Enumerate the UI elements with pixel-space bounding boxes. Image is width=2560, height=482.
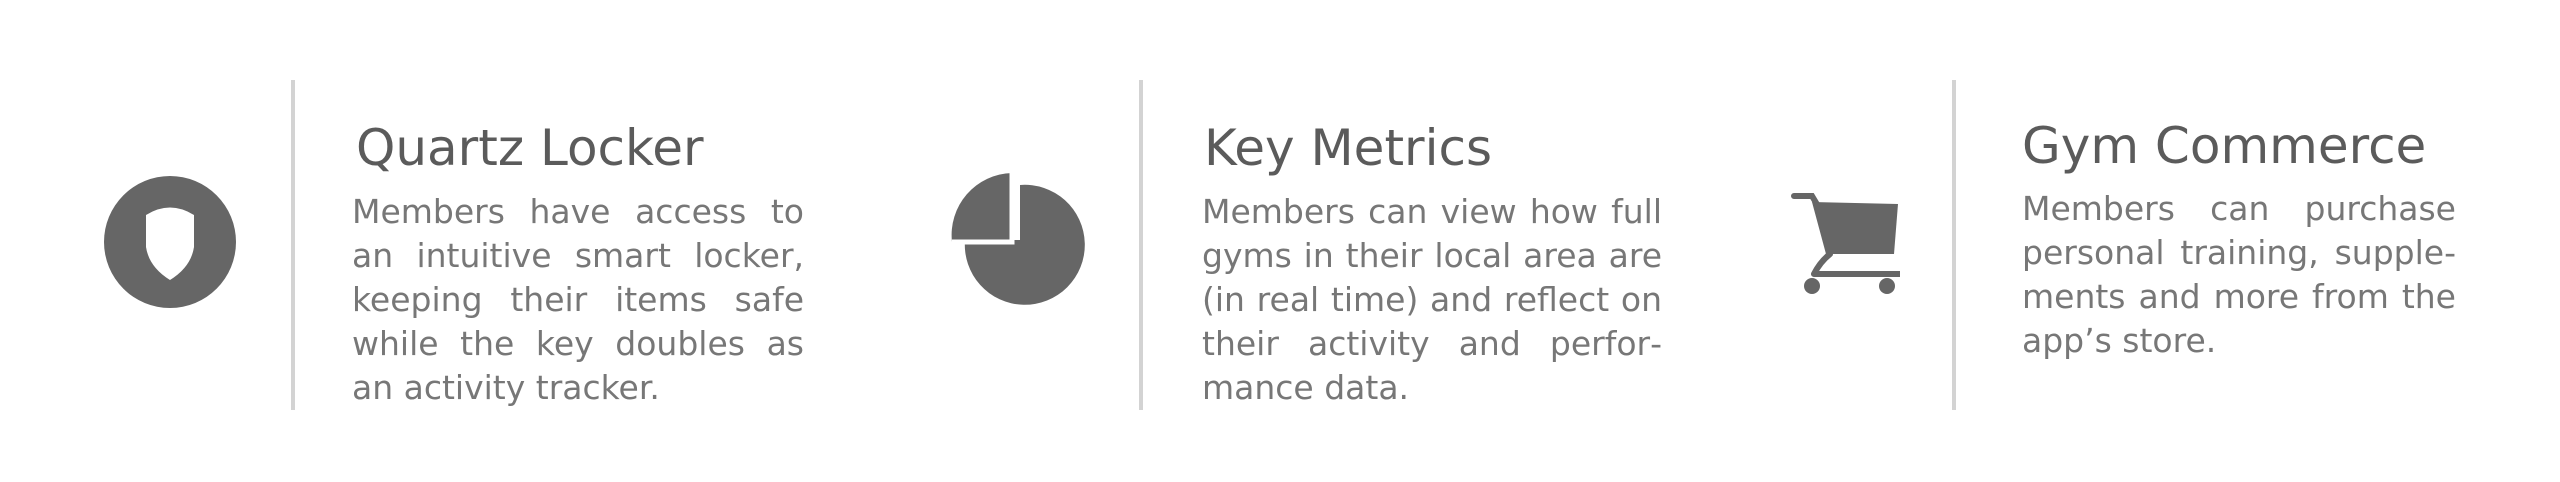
divider [1952, 80, 1956, 410]
feature-description: Members have access to an intuitive smar… [352, 192, 804, 407]
feature-description: Members can view how full gyms in their … [1202, 192, 1662, 407]
divider [291, 80, 295, 410]
feature-title: Quartz Locker [356, 119, 704, 177]
shield-icon [104, 176, 236, 308]
pie-chart-icon [951, 173, 1085, 305]
feature-title: Key Metrics [1204, 119, 1493, 177]
shopping-cart-icon [1791, 193, 1900, 294]
feature-description: Members can purchase personal training, … [2022, 189, 2456, 360]
feature-title: Gym Commerce [2022, 117, 2427, 175]
divider [1139, 80, 1143, 410]
